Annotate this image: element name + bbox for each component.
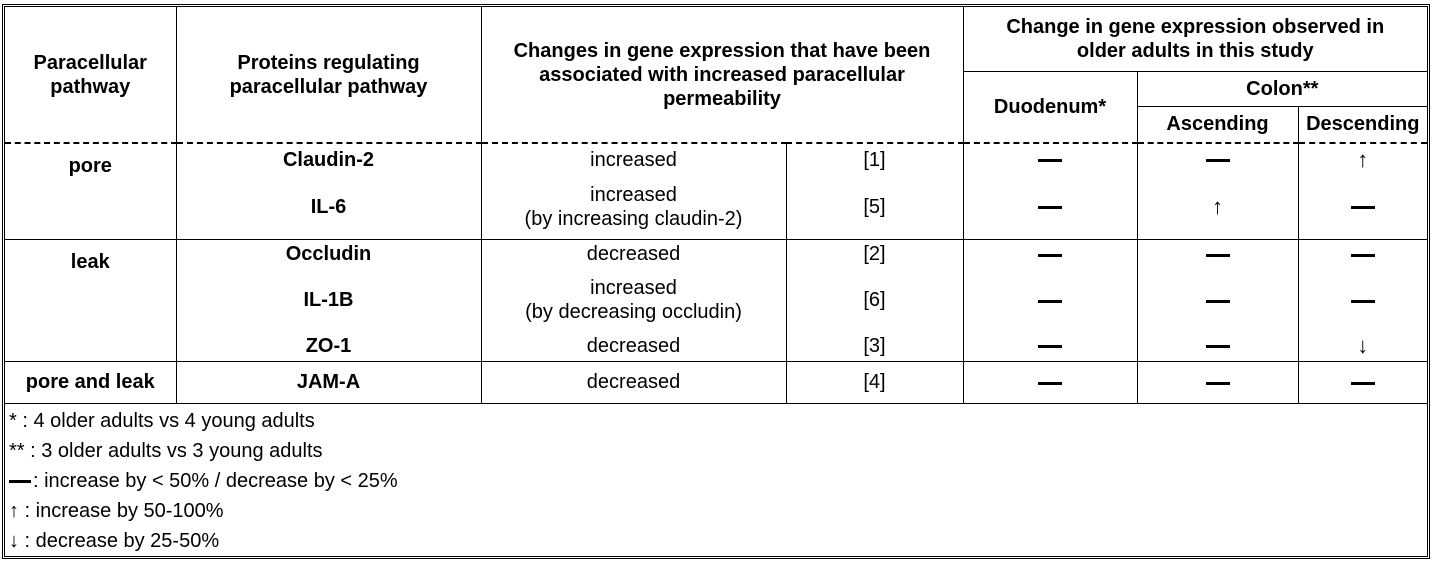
dash-icon [1038,206,1063,210]
footnote-up: ↑ : increase by 50-100% [9,499,224,522]
ascending-cell: ↑ [1136,175,1299,240]
table-row: pore Claudin-2 increased [1] ↑ [5,143,1428,240]
footnote-star2: ** : 3 older adults vs 3 young adults [9,439,323,462]
change-cell: decreased [480,239,786,269]
duodenum-cell [962,239,1138,269]
header-changes: Changes in gene expression that have bee… [480,7,964,144]
header-colon: Colon** [1136,71,1428,107]
descending-cell [1297,269,1428,331]
dash-icon [1038,381,1063,385]
pathway-cell: pore [5,143,176,240]
dash-icon [1205,299,1230,303]
dash-icon [1350,206,1375,210]
duodenum-cell [962,361,1138,404]
dash-icon [1205,381,1230,385]
change-text: increased [590,277,677,299]
table-row: ZO-1 decreased [3] ↓ [5,331,1428,362]
pathway-cell: leak [5,239,176,362]
table-row: leak Occludin decreased [2] [5,239,1428,362]
descending-cell: ↓ [1297,331,1428,362]
change-text: decreased [586,334,681,357]
dash-icon [1038,159,1063,163]
reference-cell: [3] [785,331,964,362]
header-paracellular-pathway: Paracellular pathway [5,7,176,144]
protein-cell: IL-6 [175,175,481,240]
table-frame [2,4,1430,559]
change-text: decreased [586,371,681,393]
header-observed: Change in gene expression observed in ol… [962,7,1428,72]
change-cell: decreased [480,331,786,362]
descending-cell: ↑ [1297,143,1428,175]
dash-icon [1038,345,1063,349]
duodenum-cell [962,143,1138,175]
header-ascending: Ascending [1136,106,1299,144]
change-text: increased [590,148,677,171]
duodenum-cell [962,269,1138,331]
change-text: decreased [586,243,681,266]
reference-cell: [2] [785,239,964,269]
pathway-cell: pore and leak [5,361,176,404]
table-row: IL-6 increased (by increasing claudin-2) [5… [5,175,1428,240]
header-proteins: Proteins regulating paracellular pathway [175,7,481,144]
ascending-cell [1136,239,1299,269]
dash-icon [1205,345,1230,349]
protein-cell: IL-1B [175,269,481,331]
footnote-dash-text: : increase by < 50% / decrease by < 25% [33,469,398,492]
change-note: (by increasing claudin-2) [524,207,743,230]
table-row: pore and leak JAM-A decreased [4] [5,361,1428,404]
reference-cell: [1] [785,143,964,175]
change-cell: increased (by increasing claudin-2) [480,175,786,240]
dash-icon [1205,159,1230,163]
protein-cell: Occludin [175,239,481,269]
table-row: IL-1B increased (by decreasing occludin) [6… [5,269,1428,331]
dash-icon [9,479,31,483]
change-cell: decreased [480,361,786,404]
protein-cell: JAM-A [175,361,481,404]
ascending-cell [1136,361,1299,404]
arrow-up-icon: ↑ [1357,146,1369,172]
dash-icon [1205,253,1230,257]
footnote-dash: : increase by < 50% / decrease by < 25% [5,466,1427,496]
ascending-cell [1136,143,1299,175]
descending-cell [1297,361,1428,404]
change-cell: increased [480,143,786,175]
descending-cell [1297,239,1428,269]
dash-icon [1350,381,1375,385]
footnote-down: ↓ : decrease by 25-50% [9,529,220,552]
protein-cell: ZO-1 [175,331,481,362]
duodenum-cell [962,331,1138,362]
ascending-cell [1136,269,1299,331]
dash-icon [1350,299,1375,303]
reference-cell: [5] [785,175,964,240]
reference-cell: [4] [785,361,964,404]
dash-icon [1038,299,1063,303]
footnote-star1: * : 4 older adults vs 4 young adults [5,402,1428,436]
reference-cell: [6] [785,269,964,331]
change-note: (by decreasing occludin) [525,301,742,323]
change-cell: increased (by decreasing occludin) [480,269,786,331]
duodenum-cell [962,175,1138,240]
dash-icon [1350,253,1375,257]
dash-icon [1038,253,1063,257]
protein-cell: Claudin-2 [175,143,481,175]
arrow-down-icon: ↓ [1357,332,1369,358]
ascending-cell [1136,331,1299,362]
gene-expression-table: Paracellular pathway Proteins regulating… [5,7,1428,556]
header-descending: Descending [1297,106,1428,144]
change-text: increased [590,183,677,206]
descending-cell [1297,175,1428,240]
arrow-up-icon: ↑ [1212,193,1224,219]
header-duodenum: Duodenum* [962,71,1138,144]
